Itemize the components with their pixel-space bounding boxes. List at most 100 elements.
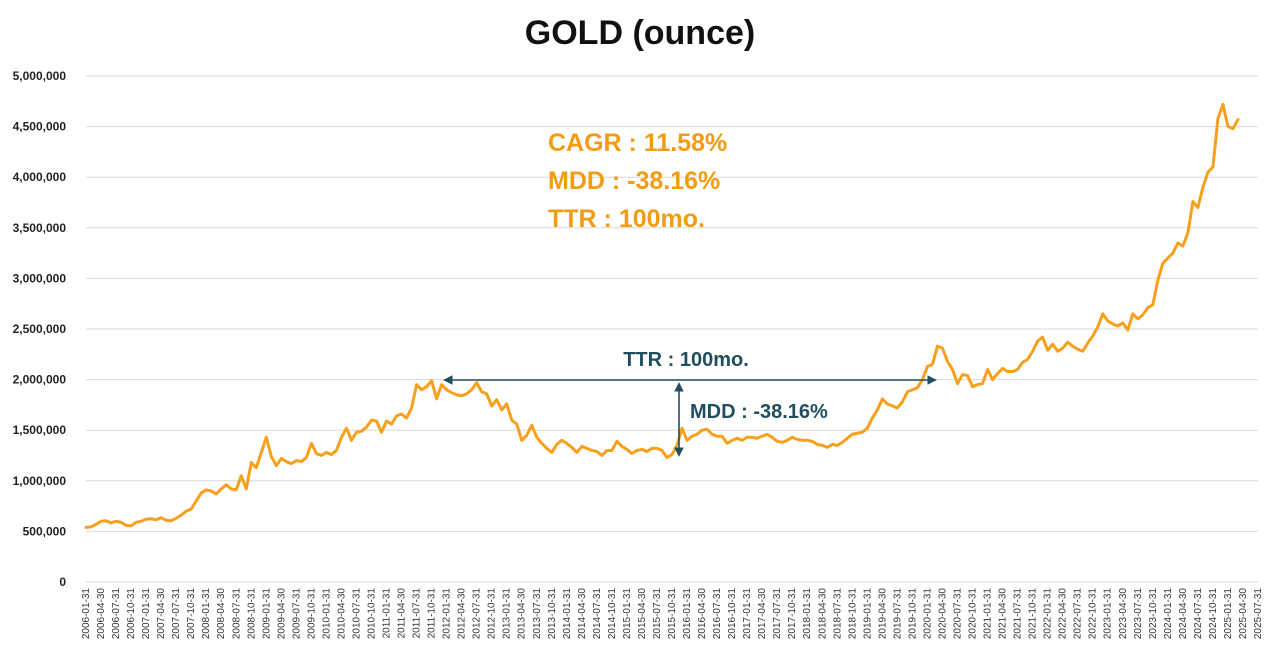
x-tick-label: 2008-04-30 <box>216 588 227 640</box>
x-tick-label: 2007-07-31 <box>171 588 182 640</box>
x-tick-label: 2023-04-30 <box>1118 588 1129 640</box>
x-tick-label: 2016-01-31 <box>682 588 693 640</box>
x-tick-label: 2024-10-31 <box>1208 588 1219 640</box>
x-tick-label: 2022-04-30 <box>1058 588 1069 640</box>
x-tick-label: 2017-10-31 <box>787 588 798 640</box>
x-tick-label: 2009-07-31 <box>291 588 302 640</box>
x-tick-label: 2011-01-31 <box>382 588 393 639</box>
x-tick-label: 2021-04-30 <box>998 588 1009 640</box>
x-tick-label: 2020-10-31 <box>968 588 979 640</box>
x-tick-label: 2019-07-31 <box>892 588 903 640</box>
x-tick-label: 2014-07-31 <box>592 588 603 640</box>
x-tick-label: 2011-07-31 <box>412 588 423 639</box>
x-tick-label: 2009-10-31 <box>306 588 317 640</box>
y-tick-label: 4,000,000 <box>13 170 67 184</box>
x-tick-label: 2015-04-30 <box>637 588 648 640</box>
x-axis: 2006-01-31 2006-04-30 2006-07-31 2006-10-31… <box>81 588 1264 640</box>
series-layer <box>84 102 1240 529</box>
x-tick-label: 2016-07-31 <box>712 588 723 640</box>
x-tick-label: 2017-04-30 <box>757 588 768 640</box>
x-tick-label: 2007-01-31 <box>141 588 152 640</box>
x-tick-label: 2023-10-31 <box>1148 588 1159 640</box>
stats-box: CAGR : 11.58% MDD : -38.16% TTR : 100mo. <box>548 124 727 238</box>
x-tick-label: 2013-04-30 <box>517 588 528 640</box>
x-tick-label: 2024-04-30 <box>1178 588 1189 640</box>
x-tick-label: 2007-10-31 <box>186 588 197 640</box>
y-tick-label: 4,500,000 <box>13 120 67 134</box>
x-tick-label: 2010-07-31 <box>351 588 362 640</box>
x-tick-label: 2010-04-30 <box>336 588 347 640</box>
y-tick-label: 0 <box>59 575 66 589</box>
x-tick-label: 2012-04-30 <box>457 588 468 640</box>
x-tick-label: 2018-01-31 <box>802 588 813 640</box>
x-tick-label: 2014-10-31 <box>607 588 618 640</box>
x-tick-label: 2015-10-31 <box>667 588 678 640</box>
x-tick-label: 2019-10-31 <box>907 588 918 640</box>
x-tick-label: 2023-07-31 <box>1133 588 1144 640</box>
x-tick-label: 2022-10-31 <box>1088 588 1099 640</box>
x-tick-label: 2018-10-31 <box>847 588 858 640</box>
y-tick-label: 2,500,000 <box>13 322 67 336</box>
x-tick-label: 2022-07-31 <box>1073 588 1084 640</box>
x-tick-label: 2009-01-31 <box>261 588 272 640</box>
x-tick-label: 2025-01-31 <box>1223 588 1234 640</box>
x-tick-label: 2017-07-31 <box>772 588 783 640</box>
x-tick-label: 2009-04-30 <box>276 588 287 640</box>
y-tick-label: 1,000,000 <box>13 474 67 488</box>
x-tick-label: 2006-01-31 <box>81 588 92 640</box>
x-tick-label: 2017-01-31 <box>742 588 753 640</box>
x-tick-label: 2024-07-31 <box>1193 588 1204 640</box>
x-tick-label: 2021-07-31 <box>1013 588 1024 640</box>
x-tick-label: 2008-07-31 <box>231 588 242 640</box>
x-tick-label: 2008-10-31 <box>246 588 257 640</box>
y-axis: 0 500,000 1,000,000 1,500,000 2,000,000 2,500… <box>13 69 67 589</box>
y-tick-label: 2,000,000 <box>13 373 67 387</box>
y-tick-label: 3,000,000 <box>13 271 67 285</box>
x-tick-label: 2018-04-30 <box>817 588 828 640</box>
x-tick-label: 2019-01-31 <box>862 588 873 640</box>
x-tick-label: 2012-01-31 <box>442 588 453 640</box>
cagr-label: CAGR : 11.58% <box>548 129 728 157</box>
x-tick-label: 2008-01-31 <box>201 588 212 640</box>
x-tick-label: 2015-07-31 <box>652 588 663 640</box>
x-tick-label: 2007-04-30 <box>156 588 167 640</box>
y-tick-label: 5,000,000 <box>13 69 67 83</box>
y-tick-label: 500,000 <box>23 524 67 538</box>
x-tick-label: 2015-01-31 <box>622 588 633 640</box>
x-tick-label: 2016-04-30 <box>697 588 708 640</box>
x-tick-label: 2020-07-31 <box>952 588 963 640</box>
x-tick-label: 2013-10-31 <box>547 588 558 640</box>
x-tick-label: 2013-07-31 <box>532 588 543 640</box>
x-tick-label: 2023-01-31 <box>1103 588 1114 640</box>
x-tick-label: 2014-01-31 <box>562 588 573 640</box>
x-tick-label: 2011-10-31 <box>427 588 438 639</box>
ttr-label: TTR : 100mo. <box>548 205 705 233</box>
gold-price-line <box>84 102 1240 529</box>
x-tick-label: 2010-01-31 <box>321 588 332 640</box>
grid-layer <box>86 75 1258 583</box>
x-tick-label: 2025-07-31 <box>1253 588 1264 640</box>
mdd-arrow-label: MDD : -38.16% <box>690 401 828 423</box>
x-tick-label: 2022-01-31 <box>1043 588 1054 640</box>
x-tick-label: 2018-07-31 <box>832 588 843 640</box>
x-tick-label: 2014-04-30 <box>577 588 588 640</box>
x-tick-label: 2006-07-31 <box>111 588 122 640</box>
x-tick-label: 2020-01-31 <box>922 588 933 640</box>
mdd-label: MDD : -38.16% <box>548 167 721 195</box>
ttr-arrow-label: TTR : 100mo. <box>623 349 749 371</box>
x-tick-label: 2021-10-31 <box>1028 588 1039 640</box>
x-tick-label: 2006-04-30 <box>96 588 107 640</box>
annotation-layer: TTR : 100mo. MDD : -38.16% <box>443 349 937 457</box>
y-tick-label: 3,500,000 <box>13 221 67 235</box>
x-tick-label: 2013-01-31 <box>502 588 513 640</box>
x-tick-label: 2019-04-30 <box>877 588 888 640</box>
y-tick-label: 1,500,000 <box>13 423 67 437</box>
x-tick-label: 2021-01-31 <box>983 588 994 640</box>
x-tick-label: 2010-10-31 <box>366 588 377 640</box>
x-tick-label: 2025-04-30 <box>1238 588 1249 640</box>
x-tick-label: 2012-07-31 <box>472 588 483 640</box>
x-tick-label: 2024-01-31 <box>1163 588 1174 640</box>
chart-title: GOLD (ounce) <box>524 14 756 52</box>
x-tick-label: 2011-04-30 <box>397 588 408 639</box>
